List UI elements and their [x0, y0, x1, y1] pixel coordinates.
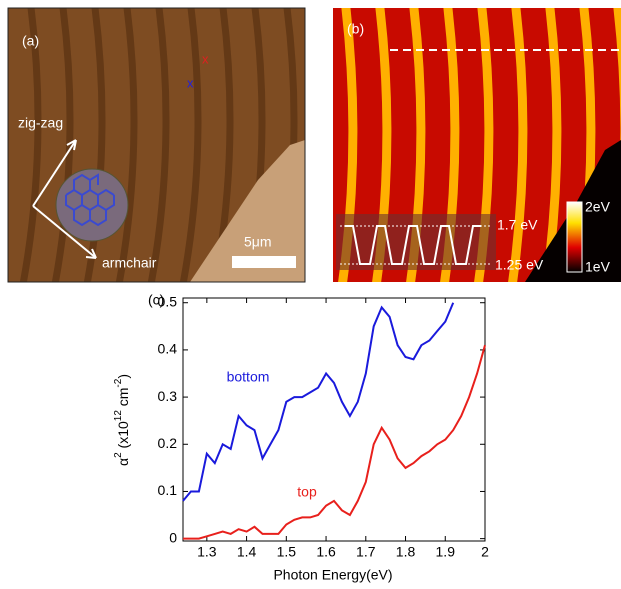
svg-text:x: x — [202, 51, 209, 66]
scale-label: 5μm — [244, 234, 272, 250]
x-tick-label: 1.8 — [396, 544, 416, 560]
panel-b-image — [333, 0, 621, 300]
panel-label: (b) — [347, 21, 364, 37]
x-tick-label: 1.5 — [277, 544, 297, 560]
direction-label: zig-zag — [18, 115, 63, 131]
y-label-part: (x10 — [115, 421, 131, 452]
level-label: 1.25 eV — [495, 257, 544, 273]
x-tick-label: 2 — [481, 544, 489, 560]
y-tick-label: 0.5 — [158, 293, 178, 309]
x-tick-label: 1.4 — [237, 544, 257, 560]
y-label-part: cm — [115, 388, 131, 411]
colorbar-label: 2eV — [585, 199, 611, 215]
y-tick-label: 0.1 — [158, 482, 178, 498]
level-label: 1.7 eV — [497, 217, 538, 233]
series-line — [183, 303, 453, 501]
direction-label: armchair — [102, 255, 157, 271]
y-tick-label: 0 — [169, 529, 177, 545]
series-label: bottom — [227, 369, 270, 385]
panel-label: (a) — [22, 33, 39, 49]
x-tick-label: 1.3 — [197, 544, 217, 560]
plot-frame — [183, 298, 485, 541]
x-tick-label: 1.7 — [356, 544, 376, 560]
y-tick-label: 0.2 — [158, 435, 178, 451]
y-axis-label: α2 (x1012 cm-2) — [113, 374, 131, 466]
x-tick-label: 1.6 — [316, 544, 336, 560]
y-label-part: 12 — [113, 410, 124, 422]
x-axis-label: Photon Energy(eV) — [273, 567, 392, 583]
y-label-part: α — [115, 458, 131, 466]
y-tick-label: 0.3 — [158, 388, 178, 404]
y-tick-label: 0.4 — [158, 341, 178, 357]
y-label-part: ) — [115, 374, 131, 379]
figure: x x (a) zig-zag armchair 5μm (b) 1.7 eV … — [0, 0, 621, 584]
x-tick-label: 1.9 — [436, 544, 456, 560]
svg-text:x: x — [187, 75, 194, 90]
colorbar-label: 1eV — [585, 259, 611, 275]
series-label: top — [297, 484, 317, 500]
panel-a-image: x x — [8, 0, 305, 300]
page: x x (a) zig-zag armchair 5μm (b) 1.7 eV … — [0, 0, 621, 589]
